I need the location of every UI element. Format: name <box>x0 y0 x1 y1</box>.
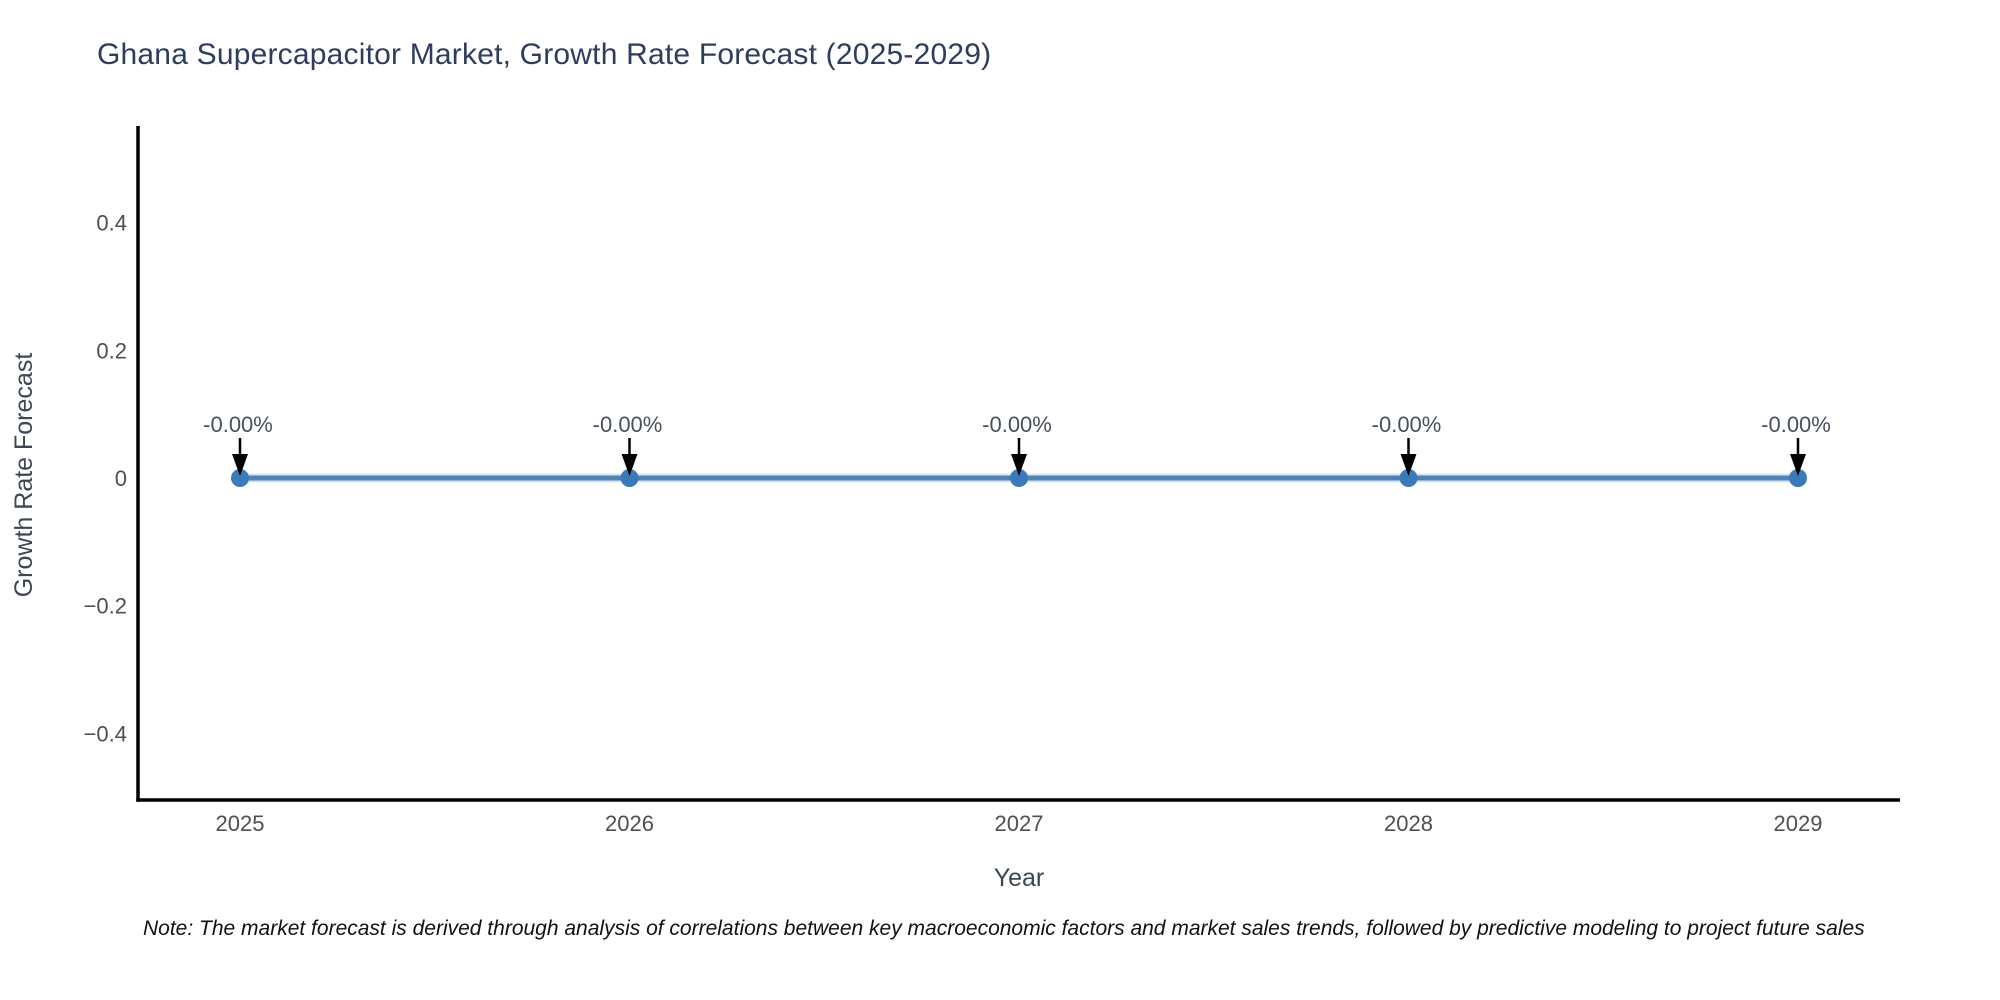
chart-title: Ghana Supercapacitor Market, Growth Rate… <box>97 38 992 71</box>
y-axis-title: Growth Rate Forecast <box>10 353 38 598</box>
annotation-arrow-head <box>1400 454 1417 476</box>
x-tick-label: 2028 <box>1384 811 1433 836</box>
annotation-arrow-head <box>1790 454 1806 476</box>
annotation-arrow-head <box>1011 454 1027 476</box>
data-point-marker <box>1789 469 1807 487</box>
x-tick-label: 2029 <box>1774 811 1823 836</box>
annotation-label: -0.00% <box>203 412 273 437</box>
y-tick-label: 0 <box>115 466 127 491</box>
y-tick-label: 0.4 <box>96 211 127 236</box>
x-tick-label: 2026 <box>605 811 654 836</box>
y-tick-label: 0.2 <box>96 338 127 363</box>
x-tick-label: 2027 <box>995 811 1044 836</box>
data-point-marker <box>1399 469 1418 487</box>
x-axis-title: Year <box>994 864 1045 892</box>
x-tick-label: 2025 <box>216 811 265 836</box>
annotation-label: -0.00% <box>1761 412 1831 437</box>
annotation-label: -0.00% <box>593 412 663 437</box>
annotation-label: -0.00% <box>982 412 1052 437</box>
y-tick-label: −0.4 <box>84 721 127 746</box>
data-point-marker <box>1010 469 1028 487</box>
y-tick-label: −0.2 <box>84 594 127 619</box>
data-point-marker <box>231 469 249 487</box>
data-point-marker <box>620 469 639 487</box>
annotation-label: -0.00% <box>1372 412 1442 437</box>
footnote: Note: The market forecast is derived thr… <box>143 917 1865 940</box>
annotation-arrow-head <box>232 454 248 476</box>
annotation-arrow-head <box>621 454 638 476</box>
